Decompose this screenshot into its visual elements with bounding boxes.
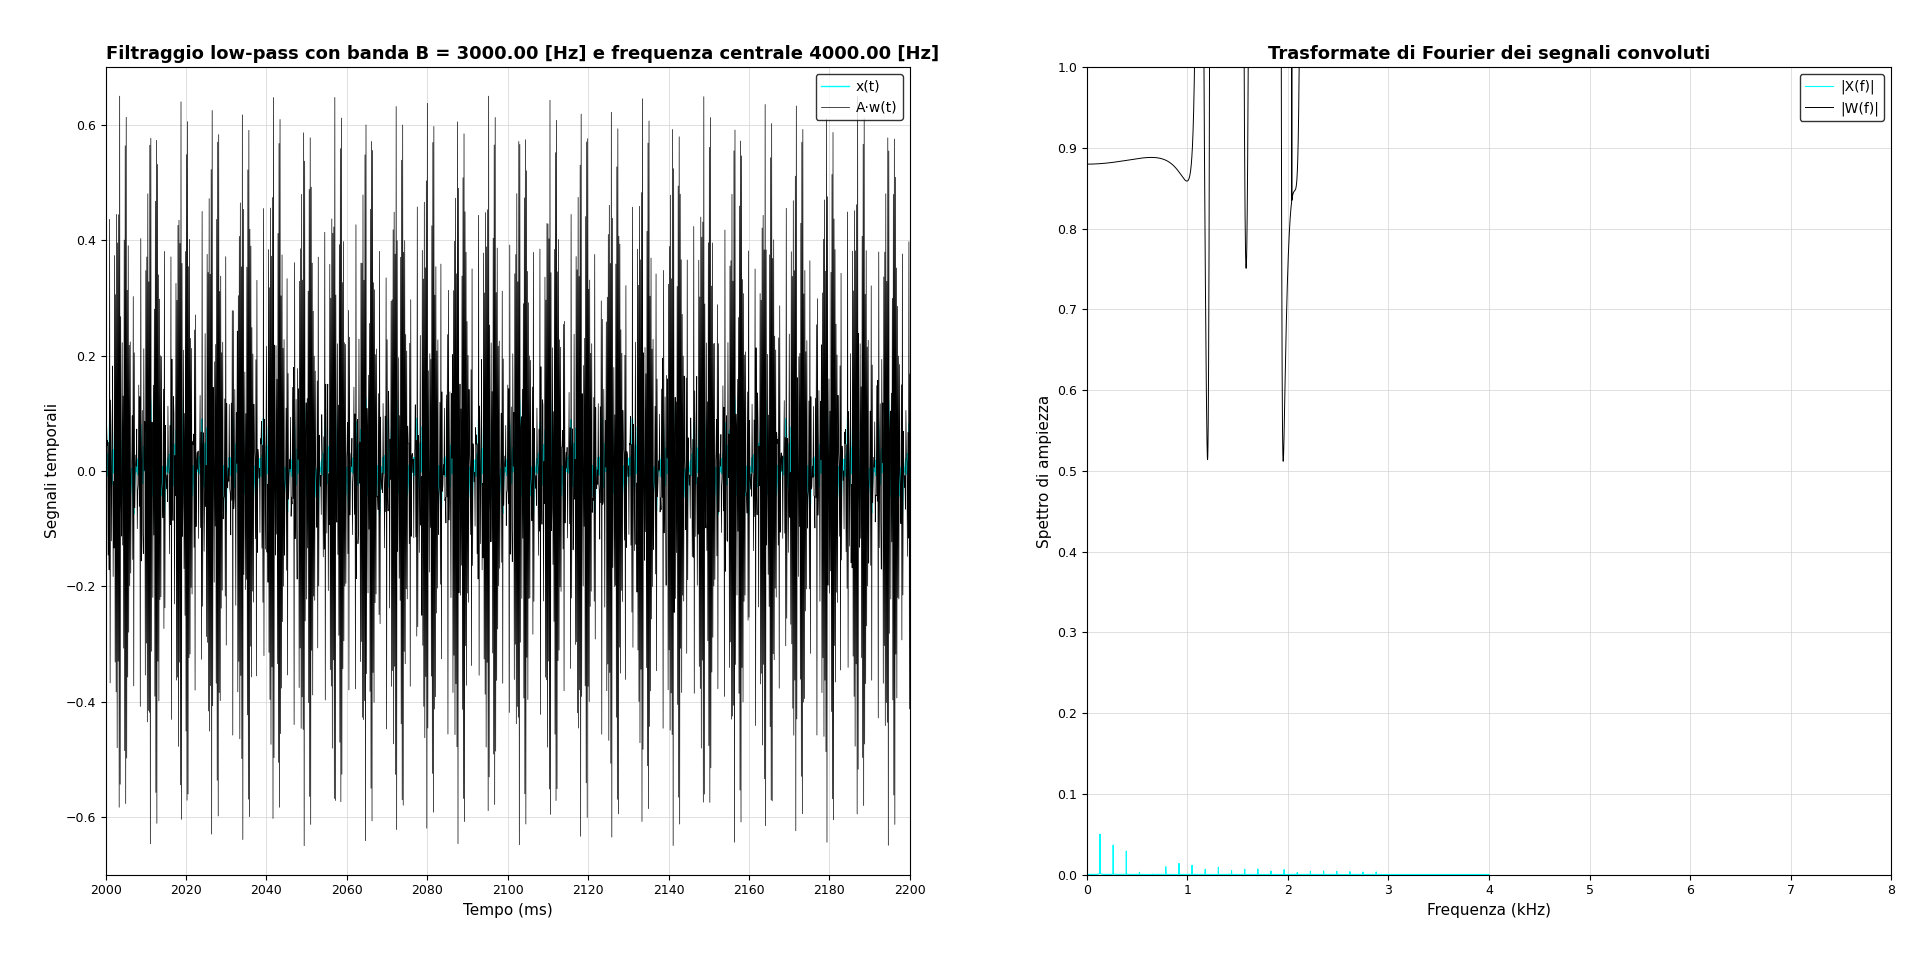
|W(f)| [1152,154,1175,165]
X-axis label: Tempo (ms): Tempo (ms) [463,902,553,918]
|X(f)| [1083,869,1106,880]
x(t) [407,458,430,470]
Legend: |X(f)|, |W(f)|: |X(f)|, |W(f)| [1799,74,1884,121]
x(t) [501,477,524,488]
Legend: x(t), A·w(t): x(t), A·w(t) [816,74,902,120]
x(t) [843,410,866,422]
A·w(t) [601,562,624,574]
|X(f)| [1077,869,1100,880]
A·w(t) [292,840,315,851]
Title: Trasformate di Fourier dei segnali convoluti: Trasformate di Fourier dei segnali convo… [1267,45,1711,62]
A·w(t) [831,453,854,464]
x(t) [115,536,138,548]
Y-axis label: Spettro di ampiezza: Spettro di ampiezza [1037,394,1052,548]
|W(f)| [1271,456,1294,467]
x(t) [94,466,117,478]
x(t) [899,446,922,457]
A·w(t) [407,621,430,632]
x(t) [831,462,854,474]
|X(f)| [1075,869,1098,880]
|W(f)| [1083,159,1106,170]
Text: Filtraggio low-pass con banda B = 3000.00 [Hz] e frequenza centrale 4000.00 [Hz]: Filtraggio low-pass con banda B = 3000.0… [106,45,939,62]
x(t) [292,390,315,402]
|X(f)| [1089,828,1112,840]
A·w(t) [843,740,866,752]
A·w(t) [94,468,117,480]
Y-axis label: Segnali temporali: Segnali temporali [44,404,60,538]
X-axis label: Frequenza (kHz): Frequenza (kHz) [1427,902,1551,918]
Line: A·w(t): A·w(t) [106,96,910,846]
|X(f)| [1281,869,1304,880]
|X(f)| [1304,869,1327,880]
x(t) [887,488,910,500]
A·w(t) [501,523,524,534]
Line: x(t): x(t) [106,396,910,542]
|X(f)| [1450,869,1473,880]
|X(f)| [1471,869,1494,880]
x(t) [601,446,624,457]
A·w(t) [887,350,910,361]
|X(f)| [1152,869,1175,880]
|X(f)| [1478,869,1501,880]
|W(f)| [1075,159,1098,170]
Line: |W(f)|: |W(f)| [1087,0,1490,461]
A·w(t) [899,368,922,380]
|W(f)| [1077,159,1100,170]
Line: |X(f)|: |X(f)| [1087,834,1490,875]
A·w(t) [478,90,501,102]
